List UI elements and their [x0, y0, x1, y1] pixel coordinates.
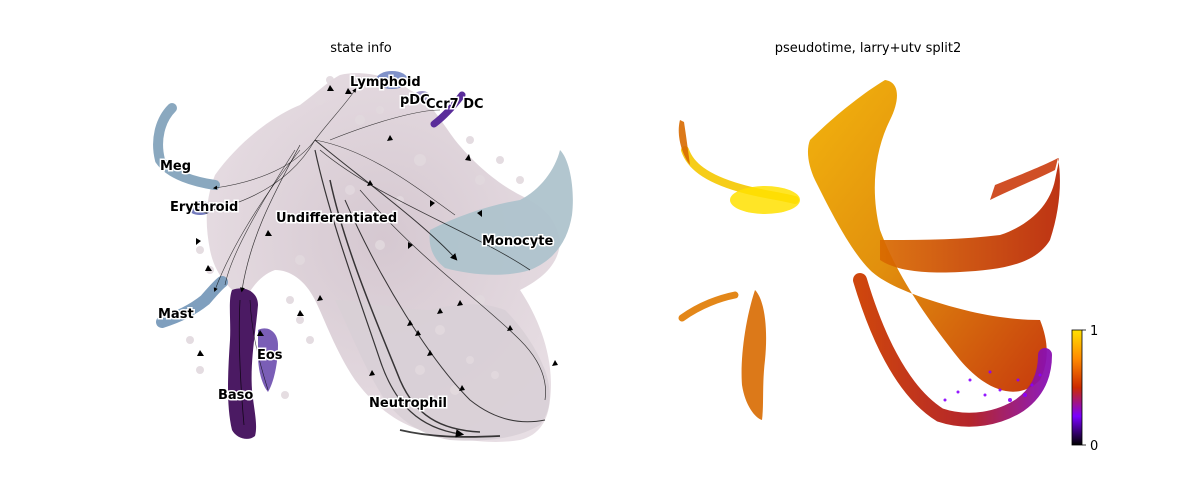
label-eos: Eos	[257, 348, 283, 363]
pseudotime-lower-arm	[678, 291, 739, 322]
label-mast: Mast	[158, 307, 194, 322]
lymphoid-cluster	[376, 71, 408, 89]
neutrophil-cluster	[335, 300, 550, 441]
label-meg: Meg	[160, 159, 191, 174]
scatter-dots	[186, 76, 524, 399]
label-neutrophil: Neutrophil	[369, 396, 447, 411]
label-lymphoid: Lymphoid	[350, 75, 421, 90]
pseudotime-purple-dots	[943, 370, 1042, 402]
eos-cluster	[258, 328, 278, 392]
ccr7dc-cluster	[430, 91, 466, 128]
pseudotime-right-top	[990, 158, 1058, 200]
pdc-cluster	[414, 91, 430, 101]
left-title: state info	[330, 41, 391, 56]
pseudotime-yellow-core	[730, 186, 800, 214]
pseudotime-right-band	[880, 158, 1060, 273]
label-pdc: pDC	[400, 93, 430, 108]
baso-cluster	[228, 288, 258, 439]
colorbar-min-label: 0	[1090, 439, 1098, 454]
stream-arrowheads	[196, 85, 558, 391]
colorbar-max-label: 1	[1090, 324, 1098, 339]
label-undifferentiated: Undifferentiated	[276, 211, 397, 226]
pseudotime-panel: pseudotime, larry+utv split2 1 0	[678, 41, 1098, 454]
mast-cluster	[156, 276, 228, 328]
colorbar	[1071, 329, 1083, 446]
label-erythroid: Erythroid	[170, 200, 238, 215]
pseudotime-main-band	[807, 80, 1047, 392]
pseudotime-left-arm-tip	[678, 120, 690, 165]
velocity-streamlines	[202, 88, 546, 438]
state-info-panel: state info	[153, 41, 573, 442]
pseudotime-stalk	[741, 290, 767, 420]
label-monocyte: Monocyte	[482, 234, 553, 249]
pseudotime-bottom-arc	[853, 273, 1052, 427]
label-baso: Baso	[218, 388, 253, 403]
meg-cluster	[153, 103, 220, 190]
label-ccr7-dc: Ccr7 DC	[426, 97, 484, 112]
right-title: pseudotime, larry+utv split2	[775, 41, 962, 56]
monocyte-cluster	[429, 150, 573, 275]
